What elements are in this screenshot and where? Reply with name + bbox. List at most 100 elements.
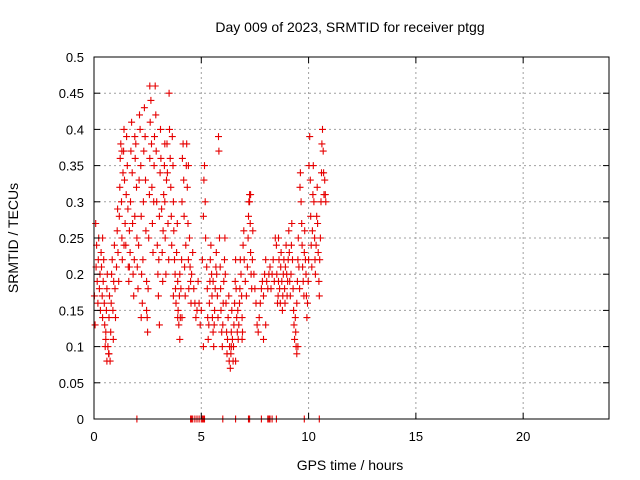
data-point: [290, 306, 298, 314]
data-point: [102, 335, 110, 343]
data-point: [105, 350, 113, 358]
x-tick-labels: 0 5 10 15 20: [90, 429, 530, 444]
data-point: [176, 270, 184, 278]
data-point: [316, 234, 324, 242]
data-point: [238, 314, 246, 322]
data-point: [299, 263, 307, 271]
data-point: [134, 285, 142, 293]
data-point: [169, 292, 177, 300]
data-point: [176, 335, 184, 343]
data-point: [301, 227, 309, 235]
data-point: [277, 249, 285, 256]
data-point: [288, 220, 296, 227]
data-point: [115, 277, 123, 285]
data-point: [121, 220, 129, 227]
data-point: [105, 314, 113, 322]
data-point: [98, 263, 105, 271]
data-point: [199, 343, 207, 351]
data-point: [101, 321, 109, 329]
data-point: [246, 220, 254, 227]
x-tick-label: 0: [90, 429, 97, 444]
data-point: [120, 125, 128, 133]
data-point: [218, 343, 226, 351]
data-point: [178, 314, 186, 322]
data-point: [93, 277, 101, 285]
data-point: [166, 154, 174, 162]
data-point: [307, 212, 315, 220]
data-point: [143, 306, 151, 314]
data-point: [133, 183, 140, 191]
data-point: [316, 256, 324, 264]
data-point: [285, 249, 293, 256]
data-point: [100, 256, 108, 264]
data-point: [278, 306, 286, 314]
data-point: [137, 212, 145, 220]
data-point: [122, 191, 130, 199]
data-point: [213, 292, 221, 300]
data-point: [184, 256, 192, 264]
data-point: [281, 299, 289, 307]
data-point: [313, 212, 321, 220]
data-point: [97, 249, 105, 256]
data-point: [272, 241, 280, 249]
data-point: [255, 314, 263, 322]
data-point: [318, 140, 326, 148]
data-point: [138, 299, 146, 307]
data-point: [145, 234, 153, 242]
data-point: [110, 241, 118, 249]
data-point: [315, 292, 323, 300]
x-tick-label: 15: [409, 429, 423, 444]
data-point: [296, 169, 304, 177]
data-point: [240, 256, 248, 264]
data-point: [118, 234, 126, 242]
data-point: [146, 154, 154, 162]
data-point: [285, 227, 293, 235]
data-point: [147, 96, 155, 104]
data-point: [128, 169, 136, 177]
x-axis-label: GPS time / hours: [297, 457, 404, 473]
data-point: [313, 183, 321, 191]
data-point: [203, 285, 211, 293]
data-point: [137, 162, 145, 170]
data-point: [107, 328, 115, 336]
y-tick-label: 0.3: [66, 195, 84, 210]
data-point: [146, 82, 154, 90]
data-point: [130, 292, 138, 300]
data-point: [123, 133, 131, 141]
y-tick-label: 0.25: [59, 231, 84, 246]
data-point: [292, 328, 300, 336]
data-point: [169, 198, 177, 206]
data-point: [216, 263, 224, 271]
data-point: [127, 198, 134, 206]
data-point: [202, 234, 210, 242]
data-point: [178, 256, 186, 264]
data-point: [160, 162, 168, 170]
data-point: [263, 277, 271, 285]
data-point: [286, 292, 294, 300]
data-point: [132, 140, 140, 148]
y-tick-label: 0.15: [59, 303, 84, 318]
data-point: [152, 111, 160, 119]
data-point: [108, 270, 116, 278]
data-point: [197, 306, 205, 314]
data-point: [169, 162, 177, 170]
data-point: [221, 270, 229, 278]
data-point: [298, 241, 306, 249]
data-point: [241, 277, 249, 285]
data-point: [212, 249, 220, 256]
data-point: [186, 263, 194, 271]
data-point: [158, 205, 166, 213]
plot-frame: [93, 56, 610, 420]
data-point: [267, 285, 275, 293]
data-point: [309, 191, 317, 199]
data-point: [203, 263, 211, 271]
data-point: [125, 263, 133, 271]
data-point: [174, 277, 182, 285]
data-point: [228, 306, 236, 314]
y-tick-label: 0.35: [59, 159, 84, 174]
data-point: [116, 183, 124, 191]
data-point: [158, 249, 166, 256]
data-point: [95, 285, 103, 293]
x-tick-label: 5: [198, 429, 205, 444]
